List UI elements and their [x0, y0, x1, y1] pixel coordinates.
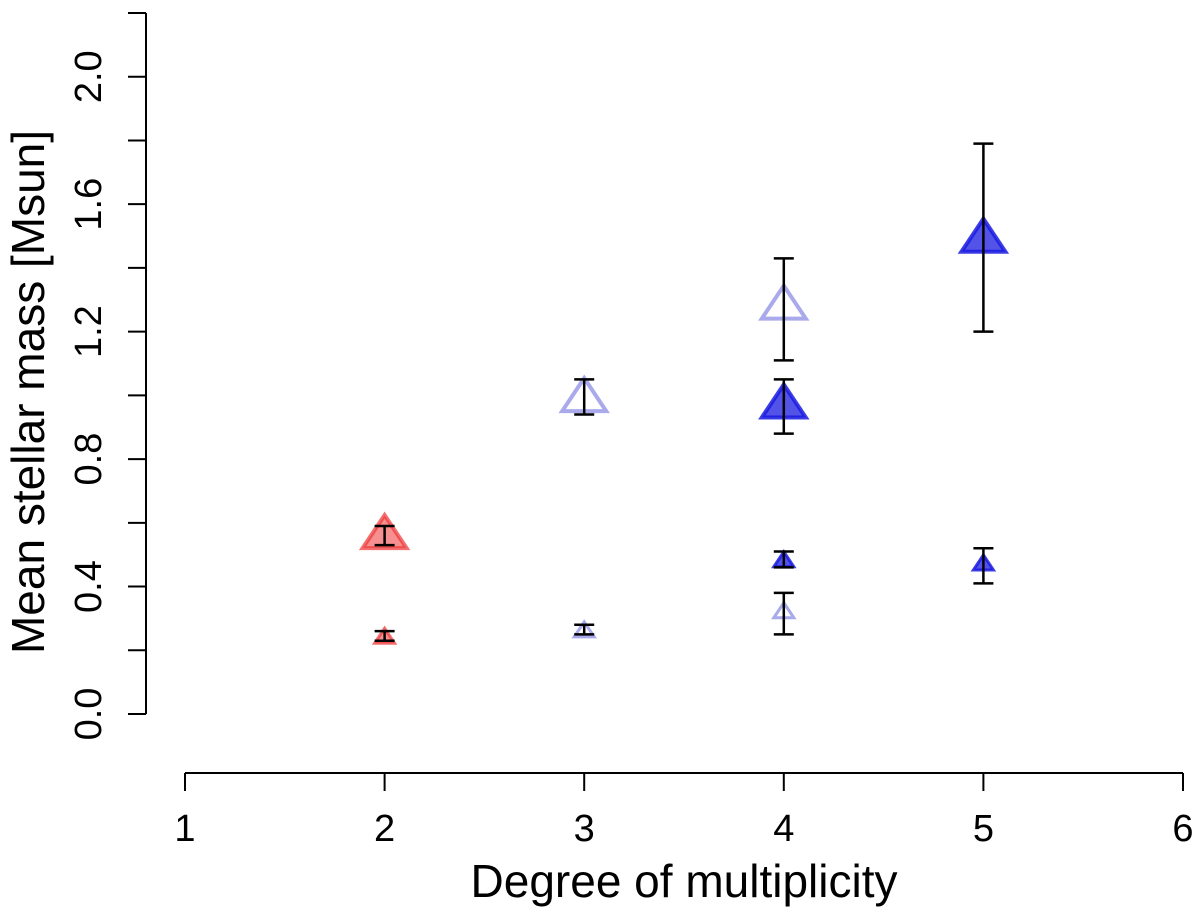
error-bar [973, 142, 994, 333]
y-tick-label: 0.8 [68, 433, 110, 486]
data-point [571, 619, 598, 639]
x-axis: 1 2 3 4 5 6 [174, 772, 1194, 850]
x-tick-label: 6 [1172, 808, 1193, 850]
error-bar [574, 378, 595, 416]
error-bar [374, 524, 395, 547]
data-marks [358, 142, 1010, 645]
y-tick-label: 0.0 [68, 688, 110, 741]
error-bar [773, 378, 794, 435]
error-bar [773, 591, 794, 636]
data-point [770, 591, 797, 636]
data-point [558, 374, 610, 416]
error-bar [973, 547, 994, 585]
data-point [758, 378, 810, 435]
x-tick-label: 5 [973, 808, 994, 850]
x-axis-title: Degree of multiplicity [471, 855, 898, 907]
error-bar [773, 550, 794, 569]
data-point [358, 511, 411, 551]
y-tick-label: 2.0 [68, 50, 110, 103]
x-tick-label: 3 [574, 808, 595, 850]
data-point [758, 257, 810, 362]
data-point [957, 142, 1010, 333]
error-bar [574, 623, 595, 636]
y-tick-label: 0.4 [68, 560, 110, 613]
error-bar [374, 629, 395, 642]
data-point [970, 547, 997, 585]
y-axis-title: Mean stellar mass [Msun] [2, 130, 54, 654]
error-bar [773, 257, 794, 362]
x-tick-label: 2 [374, 808, 395, 850]
data-point [770, 549, 797, 569]
data-point [371, 625, 398, 645]
triangle-marker [571, 619, 598, 639]
y-tick-label: 1.2 [68, 305, 110, 358]
x-tick-label: 1 [174, 808, 195, 850]
y-axis: 0.0 0.4 0.8 1.2 1.6 2.0 [68, 12, 147, 741]
x-tick-label: 4 [773, 808, 794, 850]
y-tick-label: 1.6 [68, 178, 110, 231]
